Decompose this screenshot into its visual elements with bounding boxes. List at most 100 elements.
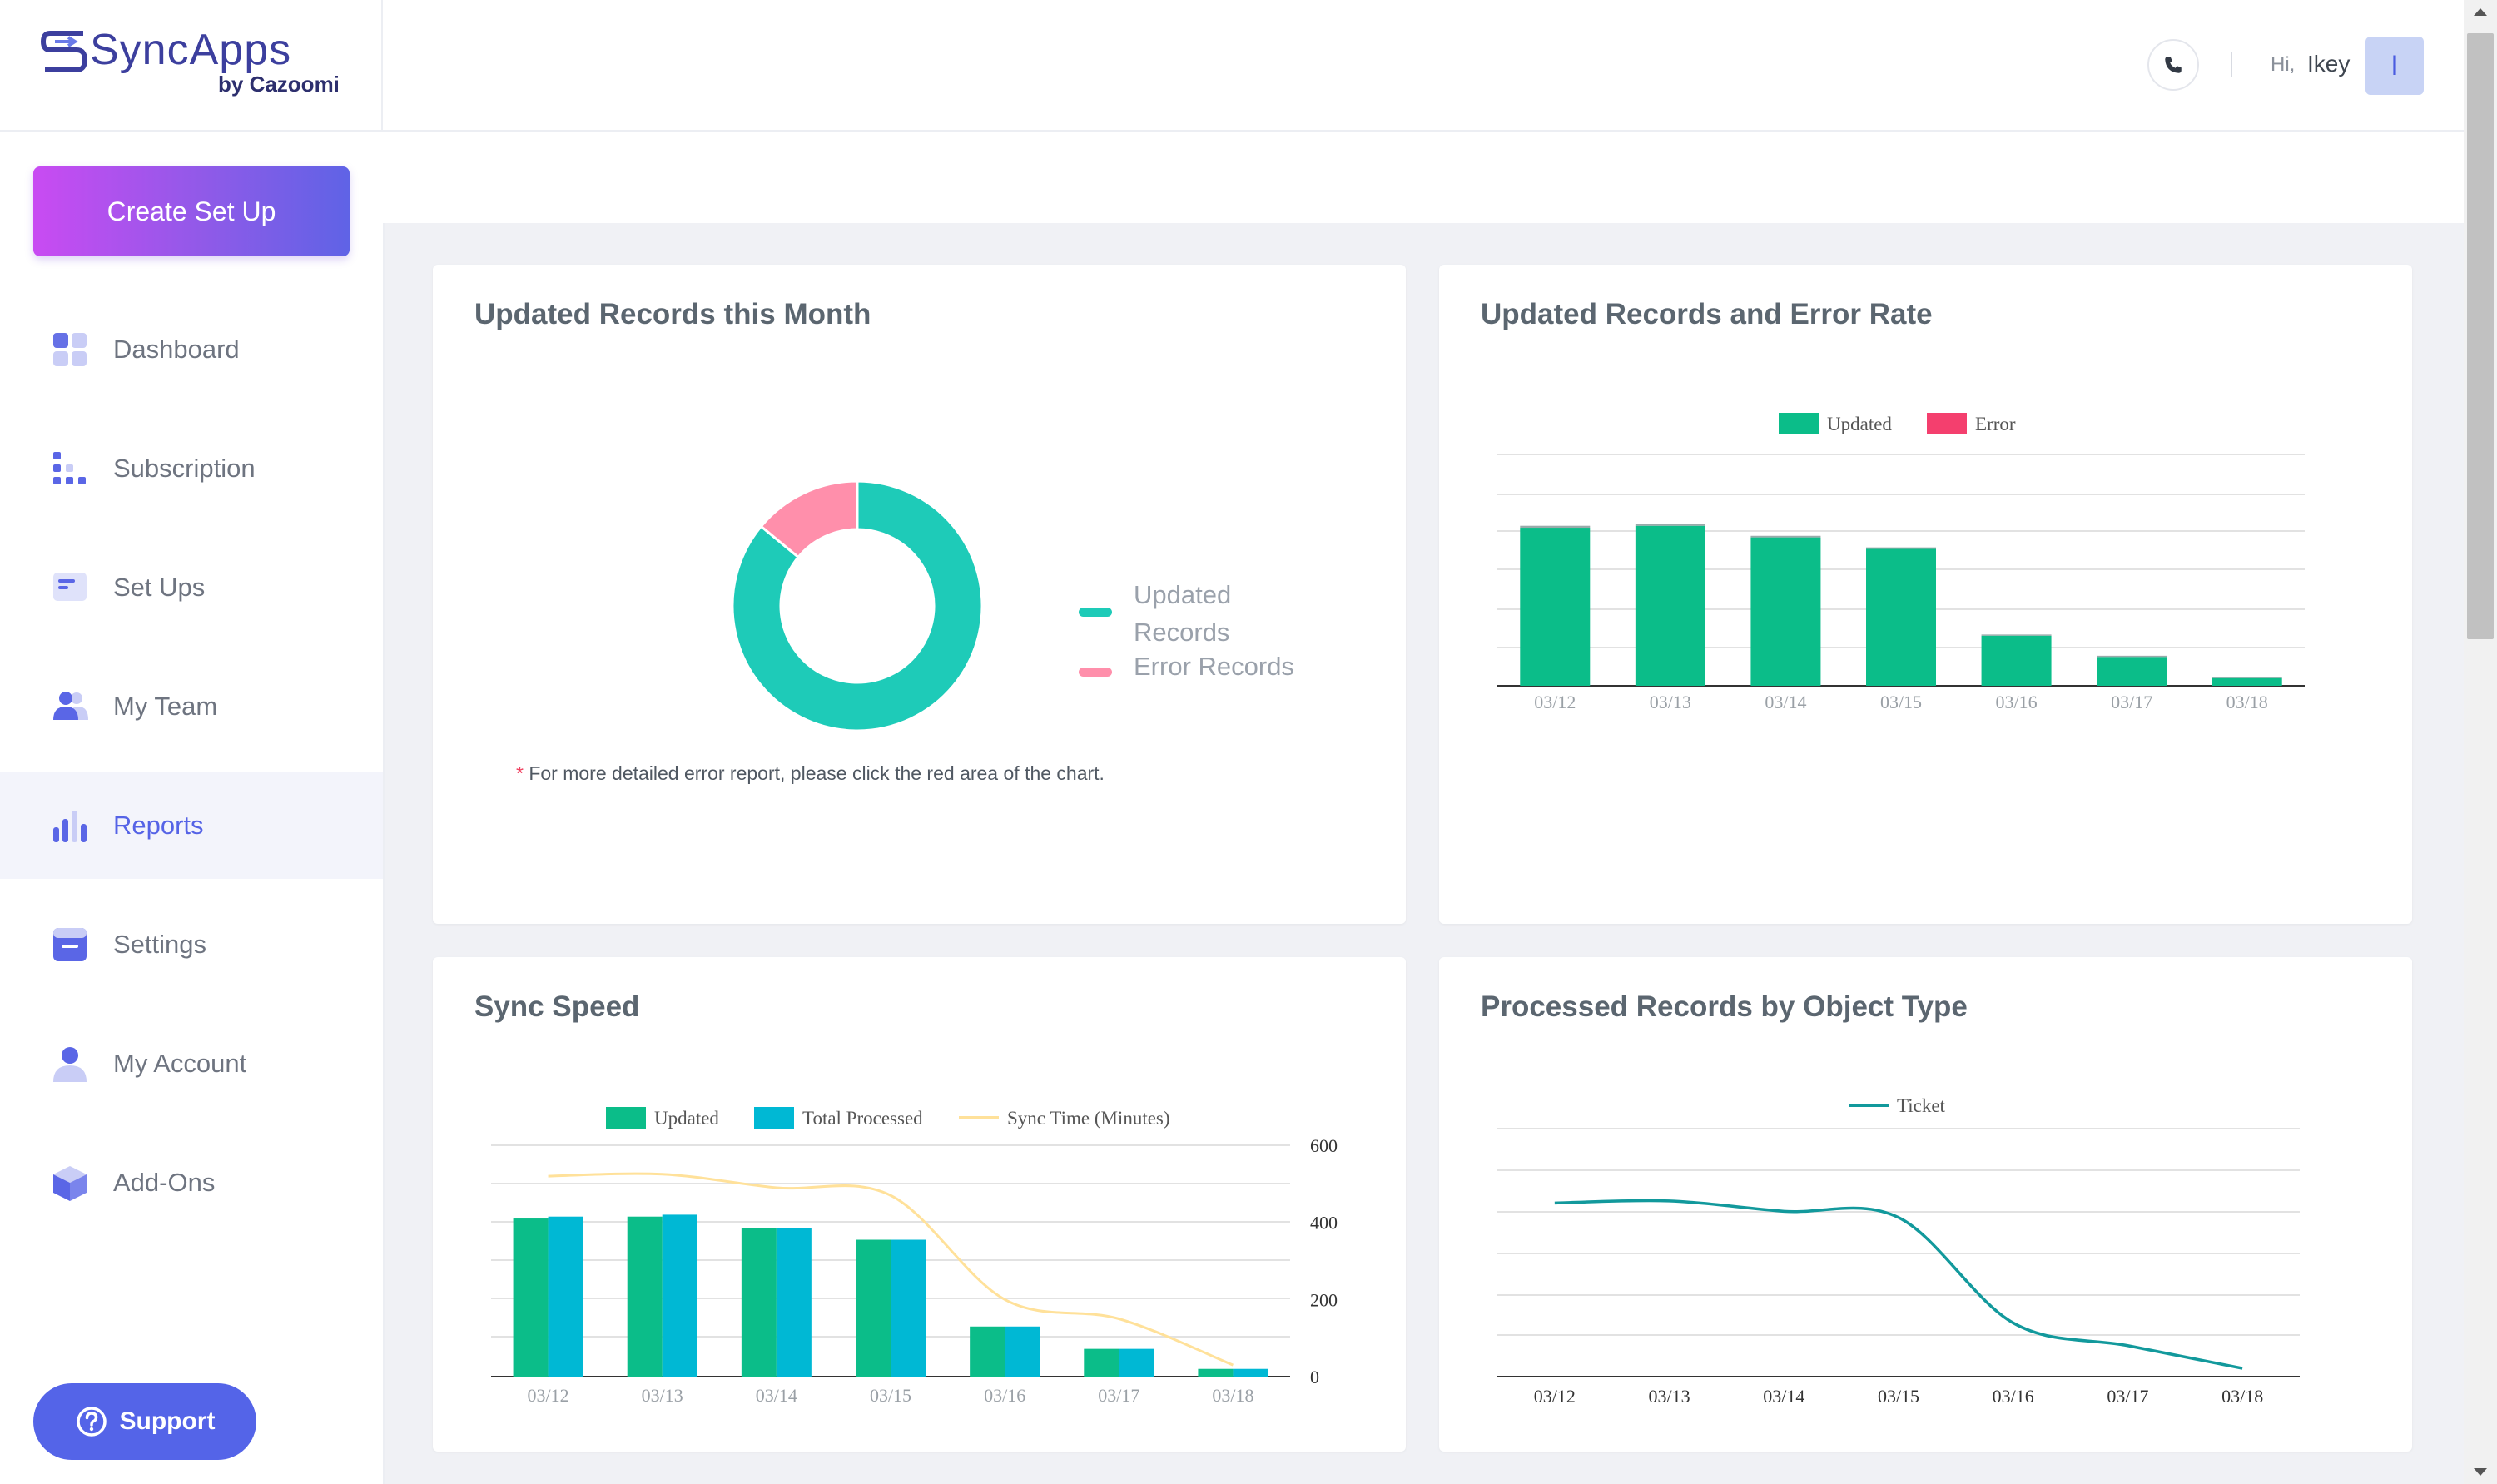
- x-tick-label: 03/18: [1212, 1385, 1253, 1406]
- sidebar-item-my-account[interactable]: My Account: [0, 1010, 383, 1117]
- bar-updated: [1981, 635, 2052, 686]
- card-title: Sync Speed: [474, 990, 640, 1023]
- brand-byline: by Cazoomi: [218, 72, 340, 97]
- line-ticket: [1554, 1199, 2243, 1370]
- x-tick-label: 03/16: [984, 1385, 1025, 1406]
- x-tick-label: 03/18: [2221, 1386, 2263, 1407]
- sidebar-item-label: Reports: [113, 811, 204, 840]
- legend-label-sync-time: Sync Time (Minutes): [1007, 1108, 1170, 1129]
- create-setup-button[interactable]: Create Set Up: [33, 166, 350, 256]
- support-button[interactable]: Support: [33, 1383, 256, 1460]
- account-icon: [53, 1047, 87, 1082]
- phone-button[interactable]: [2147, 39, 2199, 91]
- sidebar-item-subscription[interactable]: Subscription: [0, 415, 383, 522]
- bar-error: [1635, 524, 1705, 526]
- bar-updated: [1750, 537, 1821, 686]
- x-tick-label: 03/14: [756, 1385, 797, 1406]
- bar-total-processed: [1233, 1368, 1268, 1377]
- legend-updated-records[interactable]: Updated Records: [1134, 580, 1232, 647]
- legend-swatch-updated: [606, 1107, 646, 1129]
- error-rate-chart: Updated Error 03/12 03/13 03/14 03/15 03/16 03/…: [1497, 413, 2305, 712]
- reports-icon: [53, 811, 87, 842]
- card-sync-speed: Sync Speed 0 200 400 600 Updated Total Proces…: [433, 957, 1406, 1452]
- chart-note: * For more detailed error report, please…: [516, 759, 1149, 788]
- sidebar-item-label: Subscription: [113, 454, 256, 483]
- bar-total-processed: [1119, 1348, 1154, 1377]
- team-icon: [53, 692, 88, 720]
- scroll-up-arrow[interactable]: [2474, 8, 2487, 16]
- user-name[interactable]: Ikey: [2307, 51, 2351, 77]
- donut-slice-updated[interactable]: [731, 479, 984, 732]
- legend-label-total-processed: Total Processed: [802, 1108, 923, 1129]
- x-tick-label: 03/15: [1878, 1386, 1919, 1407]
- sidebar-item-settings[interactable]: Settings: [0, 891, 383, 998]
- bar-updated: [1520, 528, 1591, 686]
- legend-swatch-error: [1927, 413, 1967, 434]
- bar-total-processed: [662, 1214, 697, 1377]
- y-tick-label: 200: [1310, 1289, 1338, 1310]
- legend-label-error: Error: [1975, 414, 2016, 434]
- scroll-down-arrow[interactable]: [2474, 1468, 2487, 1476]
- sub-header: [383, 132, 2464, 223]
- bar-updated: [970, 1326, 1005, 1377]
- legend-swatch-total-processed: [754, 1107, 794, 1129]
- bar-updated: [2097, 657, 2167, 686]
- bar-total-processed: [1005, 1326, 1040, 1377]
- logo[interactable]: SyncApps by Cazoomi: [0, 0, 383, 132]
- bar-error: [1981, 634, 2052, 636]
- sidebar-item-label: My Account: [113, 1049, 247, 1078]
- sidebar-item-label: Settings: [113, 930, 207, 959]
- page-scrollbar[interactable]: [2464, 0, 2497, 1484]
- x-tick-label: 03/16: [1996, 692, 2038, 712]
- x-tick-label: 03/12: [1534, 1386, 1576, 1407]
- bar-updated: [2212, 677, 2282, 686]
- x-tick-label: 03/12: [528, 1385, 569, 1406]
- bar-updated: [627, 1216, 663, 1377]
- x-tick-label: 03/13: [642, 1385, 683, 1406]
- sidebar-item-setups[interactable]: Set Ups: [0, 534, 383, 641]
- donut-chart: [731, 479, 984, 732]
- bar-updated: [741, 1228, 777, 1377]
- bar-updated: [1084, 1348, 1119, 1377]
- sidebar-item-my-team[interactable]: My Team: [0, 653, 383, 760]
- addons-icon: [53, 1166, 87, 1201]
- legend-swatch-error: [1079, 668, 1112, 677]
- scrollbar-thumb[interactable]: [2467, 33, 2494, 639]
- sidebar-item-dashboard[interactable]: Dashboard: [0, 296, 383, 403]
- donut-slice-error[interactable]: [759, 479, 859, 559]
- bar-updated: [1866, 548, 1936, 686]
- bar-error: [2212, 677, 2282, 678]
- legend-label-updated: Updated: [1827, 414, 1892, 434]
- bar-updated: [513, 1218, 549, 1377]
- note-text: For more detailed error report, please c…: [529, 762, 1105, 784]
- bar-total-processed: [548, 1216, 583, 1377]
- legend-swatch-updated: [1779, 413, 1819, 434]
- settings-icon: [53, 928, 87, 961]
- legend-swatch-updated: [1079, 608, 1112, 617]
- support-label: Support: [119, 1407, 216, 1435]
- syncapps-logo-icon: [40, 31, 88, 72]
- bar-updated: [856, 1239, 891, 1377]
- setups-icon: [53, 573, 87, 601]
- legend-error-records[interactable]: Error Records: [1134, 652, 1294, 681]
- sidebar-item-add-ons[interactable]: Add-Ons: [0, 1129, 383, 1236]
- note-asterisk: *: [516, 762, 524, 784]
- top-header: Hi, Ikey I: [383, 0, 2464, 132]
- x-tick-label: 03/14: [1765, 692, 1806, 712]
- bar-error: [2097, 655, 2167, 658]
- card-processed-object-type: Processed Records by Object Type Ticket 0…: [1439, 957, 2412, 1452]
- card-title: Updated Records and Error Rate: [1481, 298, 1933, 330]
- bar-updated: [1198, 1368, 1234, 1377]
- card-title: Processed Records by Object Type: [1481, 990, 1968, 1023]
- avatar[interactable]: I: [2365, 37, 2424, 95]
- bar-error: [1750, 535, 1821, 538]
- sync-speed-chart: 0 200 400 600 Updated Total Processed Sync Tim…: [491, 1107, 1338, 1406]
- bar-error: [1866, 547, 1936, 549]
- y-tick-label: 0: [1310, 1367, 1319, 1387]
- sidebar-item-label: Add-Ons: [113, 1168, 216, 1197]
- sidebar-item-reports[interactable]: Reports: [0, 772, 383, 879]
- x-tick-label: 03/13: [1649, 1386, 1690, 1407]
- card-updated-error-rate: Updated Records and Error Rate Updated Er…: [1439, 265, 2412, 924]
- bar-updated: [1635, 525, 1705, 686]
- phone-icon: [2165, 57, 2182, 73]
